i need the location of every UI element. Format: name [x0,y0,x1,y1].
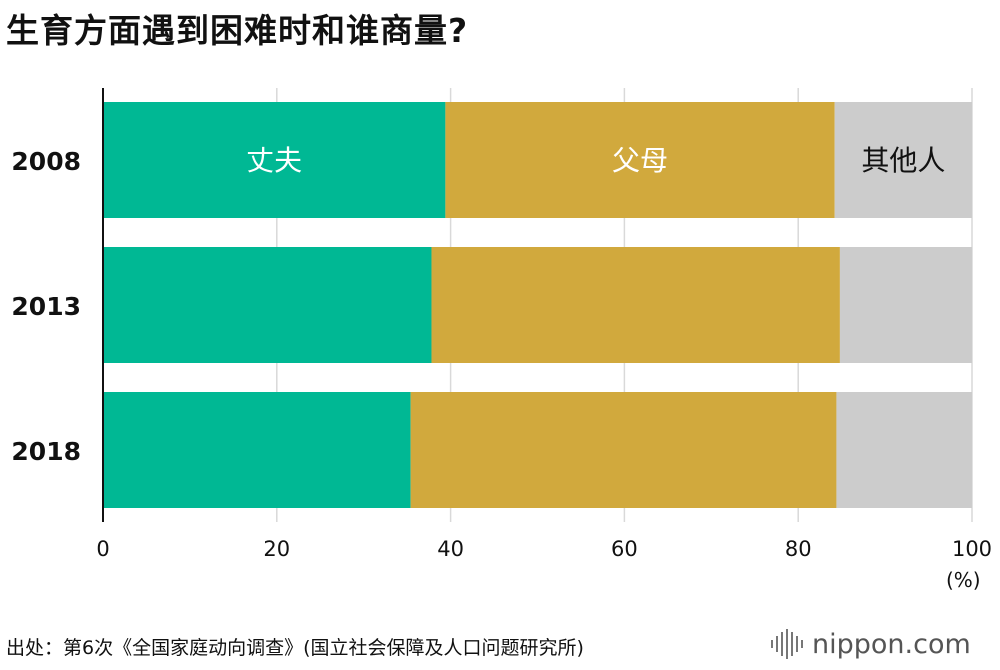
y-axis-labels: 2008 2013 2018 [11,147,81,466]
bar-segment [103,392,411,508]
x-tick-label: 0 [96,537,109,561]
logo-text: nippon.com [812,628,971,660]
bar-segment [445,102,835,218]
x-axis-ticks: 0 20 40 60 80 100 [96,537,992,561]
x-tick-label: 20 [263,537,290,561]
bar-segment [103,247,432,363]
bar-segment [836,392,972,508]
category-label: 2018 [11,437,81,466]
series-label: 父母 [612,144,668,177]
x-tick-label: 40 [437,537,464,561]
chart-title: 生育方面遇到困难时和谁商量? [6,11,469,50]
category-label: 2008 [11,147,81,176]
series-label: 其他人 [861,144,945,177]
bar-segment [834,102,972,218]
nippon-logo: nippon.com [770,627,971,661]
bars [103,102,972,508]
bar-labels: 丈夫 父母 其他人 [246,144,945,177]
bar-segment [431,247,840,363]
bar-segment [103,102,446,218]
bar-segment [410,392,837,508]
x-tick-label: 80 [785,537,812,561]
series-label: 丈夫 [246,144,302,177]
source-note: 出处：第6次《全国家庭动向调查》(国立社会保障及人口问题研究所) [6,637,584,659]
category-label: 2013 [11,292,81,321]
x-tick-label: 60 [611,537,638,561]
bar-segment [839,247,972,363]
x-axis-unit: (%) [946,568,981,592]
logo-mark-icon [771,629,803,659]
x-tick-label: 100 [952,537,992,561]
